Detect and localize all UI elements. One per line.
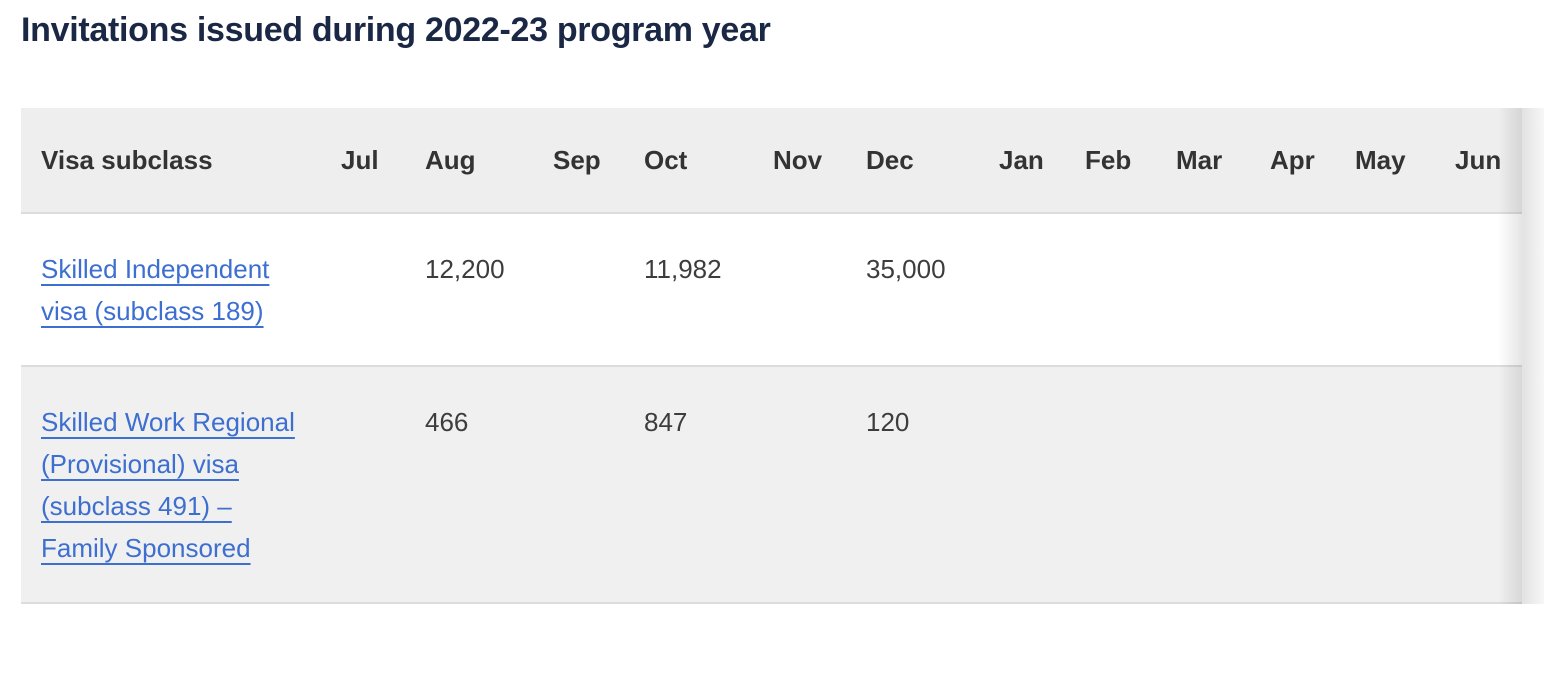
cell-feb — [1065, 213, 1156, 366]
cell-jun — [1435, 213, 1522, 366]
column-header-jul: Jul — [321, 108, 405, 214]
content-area: Invitations issued during 2022-23 progra… — [0, 10, 1544, 604]
invitations-table: Visa subclass Jul Aug Sep Oct Nov Dec Ja… — [21, 108, 1522, 604]
cell-may — [1335, 366, 1435, 603]
column-header-may: May — [1335, 108, 1435, 214]
cell-nov — [753, 213, 846, 366]
column-header-jun: Jun — [1435, 108, 1522, 214]
cell-apr — [1250, 366, 1335, 603]
visa-subclass-cell: Skilled Independent visa (subclass 189) — [21, 213, 321, 366]
cell-mar — [1156, 213, 1250, 366]
table-row: Skilled Work Regional (Provisional) visa… — [21, 366, 1522, 603]
cell-sep — [533, 213, 624, 366]
cell-may — [1335, 213, 1435, 366]
cell-sep — [533, 366, 624, 603]
column-header-dec: Dec — [846, 108, 979, 214]
cell-jan — [979, 366, 1065, 603]
cell-mar — [1156, 366, 1250, 603]
column-header-jan: Jan — [979, 108, 1065, 214]
column-header-aug: Aug — [405, 108, 533, 214]
column-header-oct: Oct — [624, 108, 753, 214]
table-row: Skilled Independent visa (subclass 189) … — [21, 213, 1522, 366]
cell-aug: 12,200 — [425, 254, 505, 284]
cell-jun — [1435, 366, 1522, 603]
column-header-feb: Feb — [1065, 108, 1156, 214]
cell-nov — [753, 366, 846, 603]
cell-aug: 466 — [405, 366, 533, 603]
cell-oct: 11,982 — [644, 254, 722, 284]
header-row: Visa subclass Jul Aug Sep Oct Nov Dec Ja… — [21, 108, 1522, 214]
page-title: Invitations issued during 2022-23 progra… — [21, 11, 771, 49]
visa-link-subclass-189[interactable]: Skilled Independent visa (subclass 189) — [41, 254, 270, 326]
cell-jul — [321, 366, 405, 603]
column-header-visa-subclass: Visa subclass — [21, 108, 321, 214]
table-scroll-region[interactable]: Visa subclass Jul Aug Sep Oct Nov Dec Ja… — [0, 108, 1544, 604]
cell-dec: 35,000 — [866, 254, 946, 284]
column-header-mar: Mar — [1156, 108, 1250, 214]
column-header-apr: Apr — [1250, 108, 1335, 214]
visa-subclass-cell: Skilled Work Regional (Provisional) visa… — [21, 366, 321, 603]
cell-jan — [979, 213, 1065, 366]
cell-jul — [321, 213, 405, 366]
cell-dec: 120 — [846, 366, 979, 603]
column-header-nov: Nov — [753, 108, 846, 214]
visa-link-subclass-491-family-sponsored[interactable]: Skilled Work Regional (Provisional) visa… — [41, 407, 295, 563]
cell-apr — [1250, 213, 1335, 366]
column-header-sep: Sep — [533, 108, 624, 214]
cell-oct: 847 — [624, 366, 753, 603]
cell-feb — [1065, 366, 1156, 603]
